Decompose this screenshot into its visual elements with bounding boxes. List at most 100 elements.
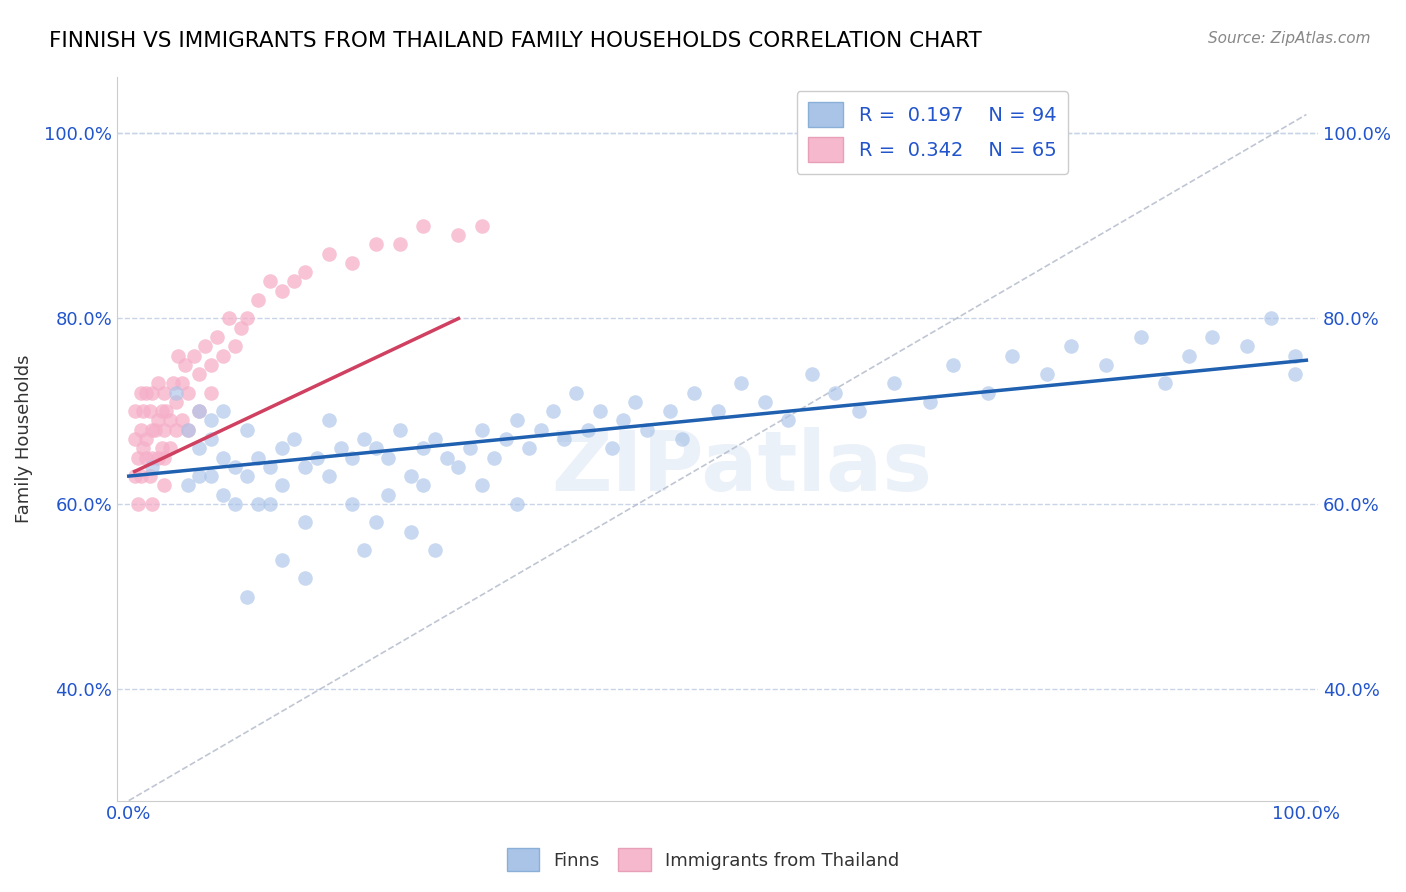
Point: [436, 450, 458, 465]
Point: [150, 442, 173, 456]
Point: [1095, 358, 1118, 372]
Point: [294, 571, 316, 585]
Point: [247, 450, 270, 465]
Point: [800, 367, 823, 381]
Point: [224, 339, 246, 353]
Point: [218, 311, 240, 326]
Point: [148, 413, 170, 427]
Point: [270, 552, 292, 566]
Point: [565, 385, 588, 400]
Point: [541, 404, 564, 418]
Point: [918, 395, 941, 409]
Point: [377, 450, 399, 465]
Point: [706, 404, 728, 418]
Point: [612, 413, 634, 427]
Point: [1284, 367, 1306, 381]
Point: [471, 478, 494, 492]
Point: [212, 349, 235, 363]
Point: [824, 385, 846, 400]
Point: [294, 265, 316, 279]
Point: [247, 497, 270, 511]
Point: [200, 413, 222, 427]
Point: [247, 293, 270, 307]
Point: [683, 385, 706, 400]
Point: [942, 358, 965, 372]
Point: [329, 442, 352, 456]
Point: [388, 237, 411, 252]
Point: [318, 413, 340, 427]
Point: [200, 432, 222, 446]
Point: [576, 423, 599, 437]
Point: [167, 349, 190, 363]
Point: [754, 395, 776, 409]
Point: [205, 330, 228, 344]
Point: [141, 459, 163, 474]
Point: [212, 488, 235, 502]
Point: [188, 404, 211, 418]
Point: [553, 432, 575, 446]
Point: [129, 385, 152, 400]
Point: [200, 385, 222, 400]
Point: [342, 497, 364, 511]
Point: [401, 469, 423, 483]
Point: [124, 404, 146, 418]
Point: [1236, 339, 1258, 353]
Point: [364, 237, 387, 252]
Point: [730, 376, 752, 391]
Point: [141, 423, 163, 437]
Point: [530, 423, 553, 437]
Point: [506, 497, 529, 511]
Point: [259, 459, 281, 474]
Point: [447, 459, 470, 474]
Point: [377, 488, 399, 502]
Point: [471, 219, 494, 233]
Point: [200, 358, 222, 372]
Point: [1177, 349, 1199, 363]
Point: [353, 432, 375, 446]
Point: [176, 423, 198, 437]
Point: [165, 395, 187, 409]
Point: [176, 385, 198, 400]
Point: [124, 432, 146, 446]
Point: [1130, 330, 1153, 344]
Point: [188, 367, 211, 381]
Point: [1201, 330, 1223, 344]
Point: [235, 311, 257, 326]
Point: [139, 404, 162, 418]
Point: [342, 256, 364, 270]
Text: FINNISH VS IMMIGRANTS FROM THAILAND FAMILY HOUSEHOLDS CORRELATION CHART: FINNISH VS IMMIGRANTS FROM THAILAND FAMI…: [49, 31, 981, 51]
Point: [139, 469, 162, 483]
Point: [124, 469, 146, 483]
Point: [412, 442, 434, 456]
Point: [224, 459, 246, 474]
Point: [364, 516, 387, 530]
Point: [132, 404, 155, 418]
Point: [188, 442, 211, 456]
Point: [412, 219, 434, 233]
Point: [141, 385, 163, 400]
Point: [188, 469, 211, 483]
Point: [159, 413, 181, 427]
Point: [174, 358, 197, 372]
Point: [170, 413, 193, 427]
Point: [471, 423, 494, 437]
Point: [159, 442, 181, 456]
Point: [318, 246, 340, 260]
Point: [148, 376, 170, 391]
Point: [458, 442, 481, 456]
Point: [162, 376, 184, 391]
Point: [495, 432, 517, 446]
Point: [977, 385, 1000, 400]
Point: [129, 469, 152, 483]
Point: [224, 497, 246, 511]
Point: [624, 395, 647, 409]
Point: [447, 228, 470, 243]
Point: [1060, 339, 1083, 353]
Point: [353, 543, 375, 558]
Point: [506, 413, 529, 427]
Point: [132, 442, 155, 456]
Point: [153, 478, 176, 492]
Text: Source: ZipAtlas.com: Source: ZipAtlas.com: [1208, 31, 1371, 46]
Point: [342, 450, 364, 465]
Point: [778, 413, 800, 427]
